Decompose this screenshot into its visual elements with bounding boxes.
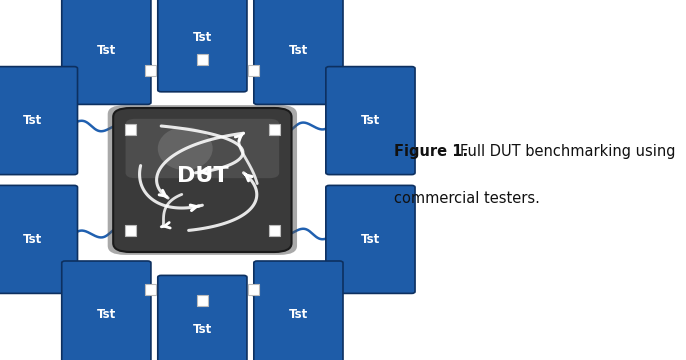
FancyBboxPatch shape [158, 0, 247, 92]
FancyBboxPatch shape [197, 295, 208, 306]
FancyBboxPatch shape [108, 105, 297, 255]
Text: Tst: Tst [289, 309, 308, 321]
Text: Tst: Tst [97, 44, 116, 57]
Text: Tst: Tst [289, 44, 308, 57]
FancyBboxPatch shape [197, 54, 208, 65]
Text: Tst: Tst [193, 323, 212, 336]
FancyBboxPatch shape [62, 261, 151, 360]
Text: Figure 1.: Figure 1. [394, 144, 469, 159]
Ellipse shape [158, 127, 213, 170]
FancyBboxPatch shape [254, 261, 343, 360]
FancyBboxPatch shape [158, 275, 247, 360]
Text: Tst: Tst [193, 31, 212, 44]
Text: commercial testers.: commercial testers. [394, 191, 541, 206]
FancyBboxPatch shape [269, 225, 280, 236]
Text: Tst: Tst [97, 309, 116, 321]
FancyBboxPatch shape [145, 284, 156, 295]
Text: Tst: Tst [23, 233, 43, 246]
FancyBboxPatch shape [326, 67, 415, 175]
FancyBboxPatch shape [248, 284, 259, 295]
FancyBboxPatch shape [125, 225, 136, 236]
Text: Full DUT benchmarking using: Full DUT benchmarking using [460, 144, 675, 159]
FancyBboxPatch shape [0, 67, 78, 175]
Text: Tst: Tst [361, 114, 380, 127]
FancyBboxPatch shape [326, 185, 415, 293]
FancyBboxPatch shape [126, 119, 279, 178]
FancyBboxPatch shape [0, 185, 78, 293]
Text: DUT: DUT [176, 166, 228, 186]
FancyBboxPatch shape [254, 0, 343, 104]
FancyBboxPatch shape [62, 0, 151, 104]
FancyBboxPatch shape [269, 124, 280, 135]
FancyBboxPatch shape [145, 65, 156, 76]
Text: Tst: Tst [361, 233, 380, 246]
Text: Tst: Tst [23, 114, 43, 127]
FancyBboxPatch shape [125, 124, 136, 135]
FancyBboxPatch shape [248, 65, 259, 76]
FancyBboxPatch shape [113, 108, 292, 252]
